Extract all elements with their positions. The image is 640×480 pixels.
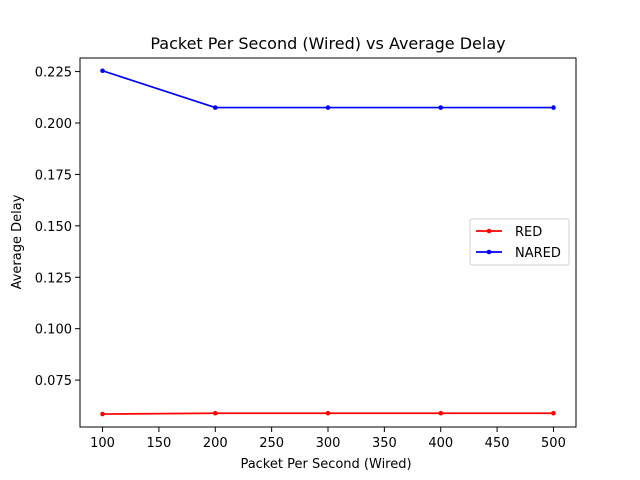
legend-label-red: RED bbox=[515, 225, 542, 240]
x-tick-label: 150 bbox=[146, 436, 171, 451]
legend: RED NARED bbox=[469, 218, 570, 266]
series-layer bbox=[100, 68, 556, 417]
legend-marker-red bbox=[486, 228, 492, 234]
x-tick-label: 200 bbox=[203, 436, 228, 451]
data-point-red bbox=[551, 410, 556, 416]
data-point-nared bbox=[325, 105, 331, 110]
data-point-nared bbox=[212, 105, 218, 110]
x-tick-label: 450 bbox=[485, 436, 510, 451]
y-tick-label: 0.100 bbox=[35, 323, 72, 338]
y-tick-label: 0.200 bbox=[35, 117, 72, 132]
data-point-red bbox=[100, 411, 105, 417]
y-tick-label: 0.175 bbox=[35, 168, 72, 183]
x-tick-label: 500 bbox=[541, 436, 566, 451]
data-point-red bbox=[212, 410, 218, 416]
y-axis-label: Average Delay bbox=[10, 194, 25, 289]
x-axis-ticks: 100 150 200 250 300 350 400 450 500 bbox=[90, 427, 566, 451]
x-tick-label: 300 bbox=[316, 436, 341, 451]
legend-label-nared: NARED bbox=[515, 246, 561, 261]
x-tick-label: 250 bbox=[259, 436, 284, 451]
y-tick-label: 0.225 bbox=[35, 66, 72, 81]
x-tick-label: 400 bbox=[428, 436, 453, 451]
data-point-red bbox=[325, 410, 331, 416]
data-point-red bbox=[438, 410, 444, 416]
chart-title: Packet Per Second (Wired) vs Average Del… bbox=[150, 34, 505, 53]
x-tick-label: 350 bbox=[372, 436, 397, 451]
y-tick-label: 0.150 bbox=[35, 220, 72, 235]
x-axis-label: Packet Per Second (Wired) bbox=[240, 457, 411, 472]
y-axis-ticks: 0.075 0.100 0.125 0.150 0.175 0.200 0.225 bbox=[35, 66, 80, 389]
data-point-nared bbox=[438, 105, 444, 110]
data-point-nared bbox=[551, 105, 556, 110]
data-point-nared bbox=[100, 68, 105, 74]
y-tick-label: 0.075 bbox=[35, 374, 72, 389]
y-tick-label: 0.125 bbox=[35, 271, 72, 286]
legend-marker-nared bbox=[486, 249, 492, 255]
x-tick-label: 100 bbox=[90, 436, 115, 451]
